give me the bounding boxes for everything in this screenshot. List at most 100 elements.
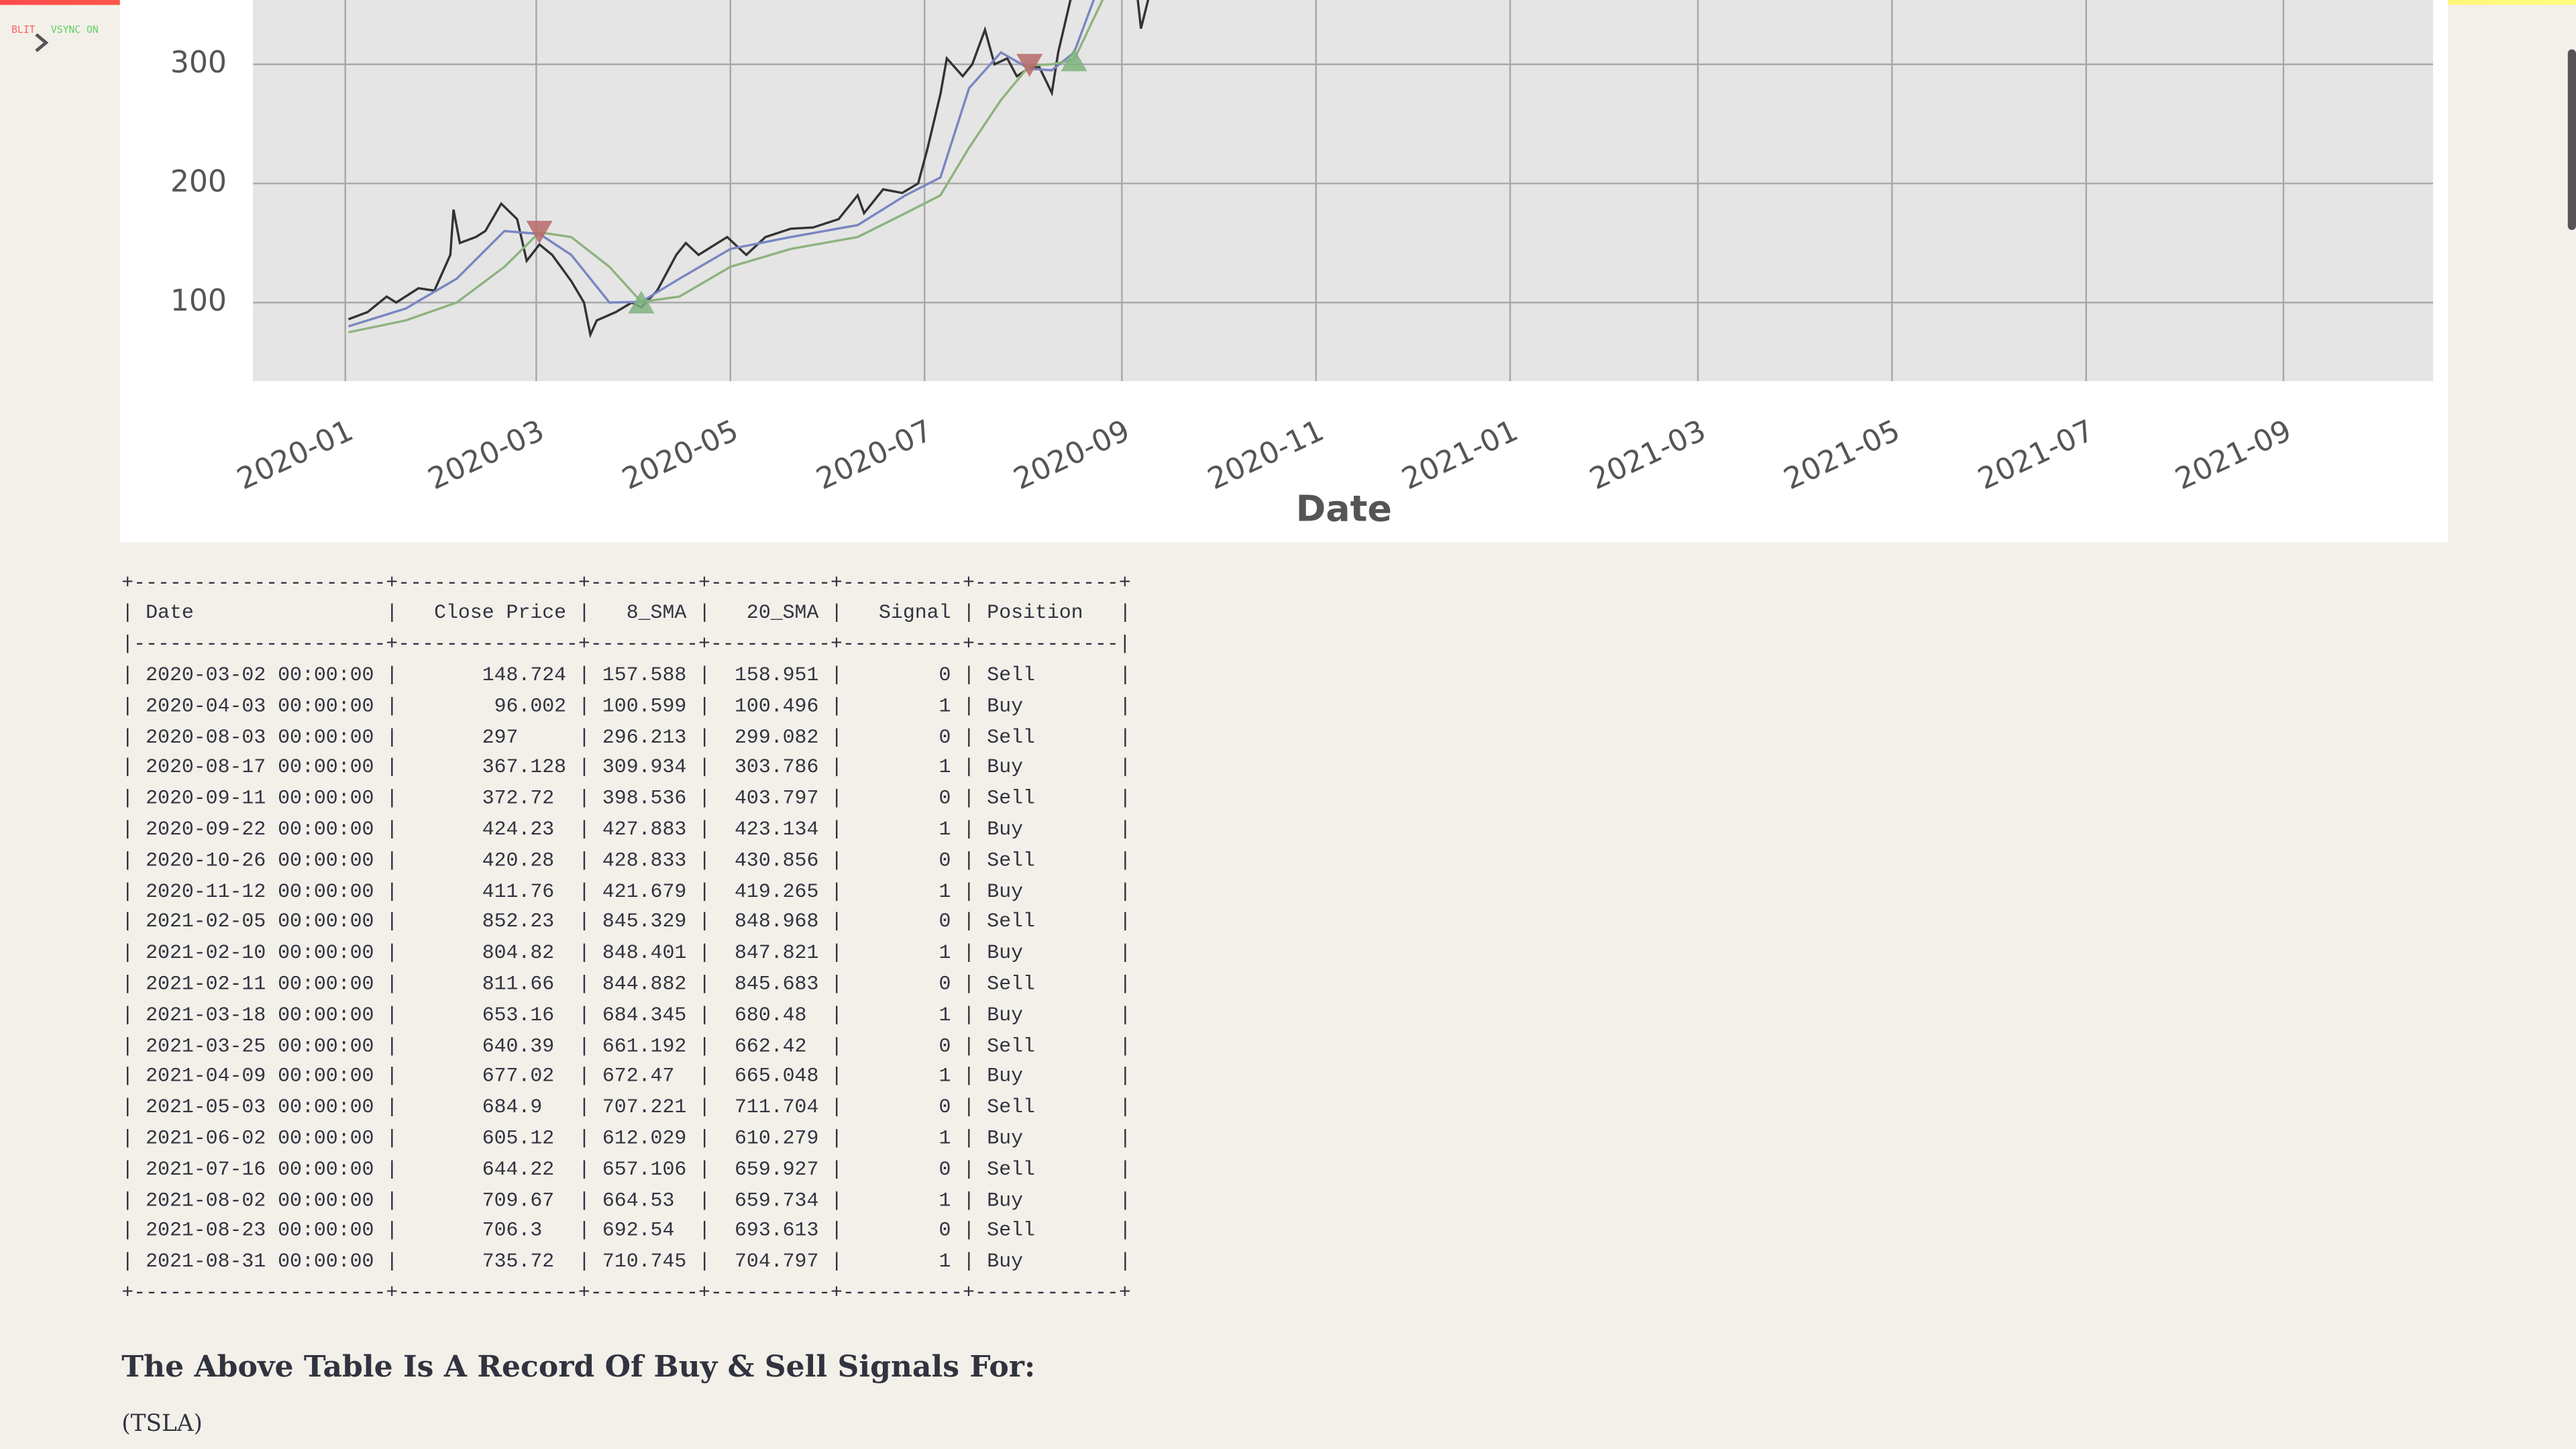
table-cell: 148.724 <box>482 663 567 687</box>
table-cell: 0 <box>938 725 951 749</box>
table-cell: Buy <box>987 1065 1024 1089</box>
table-cell: 424.23 <box>482 818 555 841</box>
table-cell: 680.48 <box>735 1003 807 1027</box>
signal-marker <box>1061 48 1087 72</box>
table-cell: 0 <box>938 972 951 996</box>
table-cell: 100.496 <box>735 694 819 718</box>
table-cell: 2020-08-03 00:00:00 <box>146 725 374 749</box>
table-cell: 852.23 <box>482 910 555 934</box>
table-cell: 664.53 <box>602 1188 675 1212</box>
table-cell: 659.927 <box>735 1157 819 1181</box>
table-cell: 299.082 <box>735 725 819 749</box>
table-line: | 2020-09-11 00:00:00 | 372.72 | 398.536… <box>121 787 1132 810</box>
table-line: +---------------------+---------------+-… <box>121 571 1131 594</box>
table-cell: 100.599 <box>602 694 687 718</box>
table-cell: Buy <box>987 1188 1024 1212</box>
table-cell: 612.029 <box>602 1126 687 1150</box>
table-cell: 2021-05-03 00:00:00 <box>146 1095 374 1120</box>
table-cell: 2021-02-11 00:00:00 <box>146 972 374 996</box>
table-cell: 0 <box>938 1095 951 1120</box>
table-cell: 158.951 <box>735 663 819 687</box>
table-cell: 428.833 <box>602 849 687 872</box>
table-cell: 677.02 <box>482 1065 555 1089</box>
table-cell: 2021-07-16 00:00:00 <box>146 1157 374 1181</box>
table-cell: 692.54 <box>602 1219 675 1243</box>
table-cell: 2021-03-25 00:00:00 <box>146 1034 374 1058</box>
table-line: | 2021-08-23 00:00:00 | 706.3 | 692.54 |… <box>121 1219 1132 1243</box>
overlay-text: BLIT <box>11 24 36 36</box>
table-line: | 2021-02-11 00:00:00 | 811.66 | 844.882… <box>121 972 1132 996</box>
table-cell: 662.42 <box>735 1034 807 1058</box>
table-cell: Sell <box>987 1034 1035 1058</box>
table-cell: 0 <box>938 849 951 872</box>
table-line: | 2021-08-02 00:00:00 | 709.67 | 664.53 … <box>121 1188 1132 1212</box>
table-cell: 427.883 <box>602 818 687 841</box>
table-line: | 2021-04-09 00:00:00 | 677.02 | 672.47 … <box>121 1065 1132 1089</box>
price-line <box>348 0 1104 334</box>
table-cell: 844.882 <box>602 972 687 996</box>
table-cell: 297 <box>482 725 519 749</box>
table-cell: 644.22 <box>482 1157 555 1181</box>
table-cell: 296.213 <box>602 725 687 749</box>
table-cell: Buy <box>987 1250 1024 1274</box>
y-tick-label: 200 <box>170 164 227 199</box>
table-line: | 2020-08-17 00:00:00 | 367.128 | 309.93… <box>121 756 1132 780</box>
table-cell: 157.588 <box>602 663 687 687</box>
table-cell: 1 <box>938 1188 951 1212</box>
table-cell: 96.002 <box>494 694 567 718</box>
table-line: | 2021-05-03 00:00:00 | 684.9 | 707.221 … <box>121 1095 1132 1120</box>
signal-marker <box>628 290 655 314</box>
table-cell: 2020-10-26 00:00:00 <box>146 849 374 872</box>
table-cell: Sell <box>987 972 1035 996</box>
table-cell: 1 <box>938 1250 951 1274</box>
table-cell: 2020-11-12 00:00:00 <box>146 879 374 903</box>
table-line: | 2020-10-26 00:00:00 | 420.28 | 428.833… <box>121 849 1132 872</box>
table-cell: 2020-09-11 00:00:00 <box>146 787 374 810</box>
ticker: (TSLA) <box>121 1411 203 1438</box>
table-line: | 2021-03-18 00:00:00 | 653.16 | 684.345… <box>121 1003 1132 1027</box>
scrollbar[interactable] <box>2567 49 2576 230</box>
table-cell: 420.28 <box>482 849 555 872</box>
table-cell: 0 <box>938 910 951 934</box>
table-cell: Buy <box>987 941 1024 965</box>
x-axis-label: Date <box>1296 487 1392 529</box>
table-cell: 661.192 <box>602 1034 687 1058</box>
heading: The Above Table Is A Record Of Buy & Sel… <box>121 1350 1036 1385</box>
price-line <box>347 0 1150 339</box>
table-cell: 2021-06-02 00:00:00 <box>146 1126 374 1150</box>
table-cell: Sell <box>987 1219 1035 1243</box>
table-cell: 804.82 <box>482 941 555 965</box>
table-cell: 398.536 <box>602 787 687 810</box>
table-line: | 2020-11-12 00:00:00 | 411.76 | 421.679… <box>121 879 1132 903</box>
table-cell: 421.679 <box>602 879 687 903</box>
table-cell: 811.66 <box>482 972 555 996</box>
table-line: | 2021-08-31 00:00:00 | 735.72 | 710.745… <box>121 1250 1132 1274</box>
table-cell: 2020-03-02 00:00:00 <box>146 663 374 687</box>
table-cell: 0 <box>938 1157 951 1181</box>
table-line: | 2020-09-22 00:00:00 | 424.23 | 427.883… <box>121 818 1132 841</box>
table-cell: 684.9 <box>482 1095 543 1120</box>
table-cell: 303.786 <box>735 756 819 780</box>
table-cell: 2021-08-31 00:00:00 <box>146 1250 374 1274</box>
table-cell: 1 <box>938 756 951 780</box>
signal-marker <box>1016 54 1043 77</box>
column-header: Signal <box>879 602 951 625</box>
text-table: +---------------------+---------------+-… <box>121 568 1131 1309</box>
table-cell: 0 <box>938 663 951 687</box>
table-line: | 2020-03-02 00:00:00 | 148.724 | 157.58… <box>121 663 1132 687</box>
table-cell: 430.856 <box>735 849 819 872</box>
table-line: | 2021-02-10 00:00:00 | 804.82 | 848.401… <box>121 941 1132 965</box>
table-cell: 0 <box>938 1219 951 1243</box>
signal-marker <box>526 221 553 244</box>
table-cell: 848.968 <box>735 910 819 934</box>
table-cell: 0 <box>938 1034 951 1058</box>
table-cell: 711.704 <box>735 1095 819 1120</box>
table-line: | 2021-02-05 00:00:00 | 852.23 | 845.329… <box>121 910 1132 934</box>
column-header: 20_SMA <box>746 602 819 625</box>
table-line: | 2021-07-16 00:00:00 | 644.22 | 657.106… <box>121 1157 1132 1181</box>
table-cell: 2021-08-23 00:00:00 <box>146 1219 374 1243</box>
sidebar-toggle[interactable] <box>28 30 54 56</box>
table-cell: Sell <box>987 725 1035 749</box>
